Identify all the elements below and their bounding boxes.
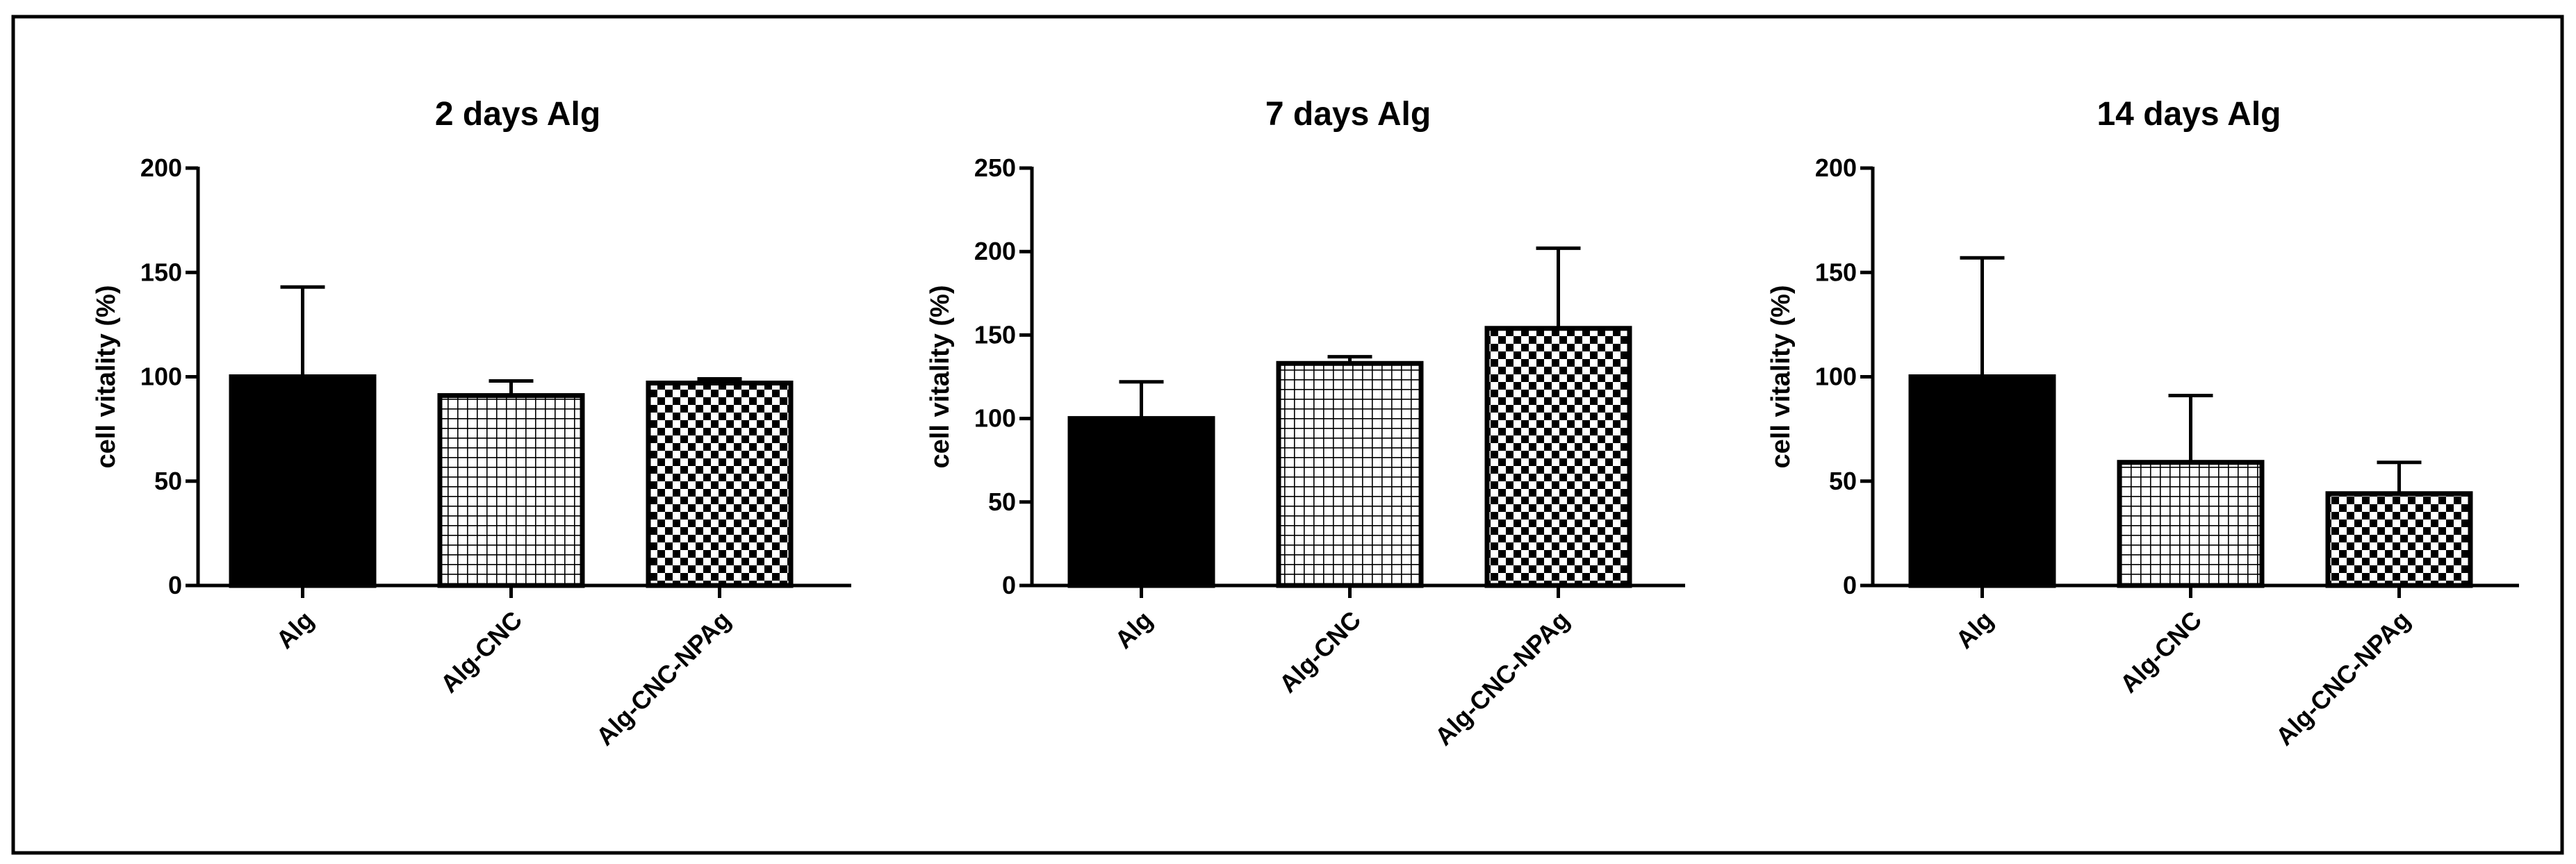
y-tick-label: 50 [1829,467,1857,495]
bar-alg [1067,416,1215,588]
chart-panel-2: 7 days Alg cell vitality (%) 0 50 100 150 200 2… [926,96,1685,751]
x-tick-label: Alg-CNC-NPAg [2270,606,2416,751]
bar-alg-cnc-npag [646,381,794,588]
x-tick-label: Alg-CNC [435,606,528,699]
chart-panels: 2 days Alg cell vitality (%) 0 50 100 150 200 A… [92,96,2519,751]
y-tick-label: 0 [1002,571,1016,599]
y-tick-label: 200 [1815,153,1857,182]
y-tick-label: 150 [974,320,1016,349]
chart-title: 2 days Alg [435,96,600,133]
bar-alg-cnc [437,393,585,588]
chart-panel-3: 14 days Alg cell vitality (%) 0 50 100 150 200… [1766,96,2519,751]
chart-panel-1: 2 days Alg cell vitality (%) 0 50 100 150 200 A… [92,96,851,751]
x-tick-label: Alg [1950,606,1999,654]
y-tick-label: 200 [974,237,1016,265]
y-tick-label: 100 [1815,363,1857,391]
y-tick-label: 50 [154,467,182,495]
y-tick-label: 100 [974,404,1016,433]
bar-alg-cnc [1276,360,1424,588]
x-tick-label: Alg-CNC-NPAg [591,606,737,751]
y-tick-label: 0 [168,571,182,599]
y-tick-label: 200 [140,153,182,182]
bar-alg-cnc-npag [2325,491,2473,588]
bar-alg-cnc-npag [1484,326,1632,588]
bar-alg [1908,374,2056,588]
x-tick-label: Alg [1109,606,1158,654]
y-axis-title: cell vitality (%) [926,285,955,469]
y-tick-label: 150 [1815,258,1857,286]
y-tick-label: 0 [1843,571,1857,599]
x-tick-label: Alg-CNC [1274,606,1367,699]
y-axis-title: cell vitality (%) [92,285,121,469]
y-tick-label: 150 [140,258,182,286]
x-tick-label: Alg-CNC-NPAg [1429,606,1575,751]
bar-alg-cnc [2117,460,2265,588]
chart-title: 7 days Alg [1265,96,1431,133]
figure-frame [11,15,2564,855]
chart-title: 14 days Alg [2097,96,2281,133]
y-tick-label: 100 [140,363,182,391]
x-tick-label: Alg-CNC [2115,606,2208,699]
bar-alg [229,374,377,588]
y-tick-label: 50 [988,488,1016,516]
x-tick-label: Alg [270,606,319,654]
y-axis-title: cell vitality (%) [1766,285,1796,469]
y-tick-label: 250 [974,153,1016,182]
